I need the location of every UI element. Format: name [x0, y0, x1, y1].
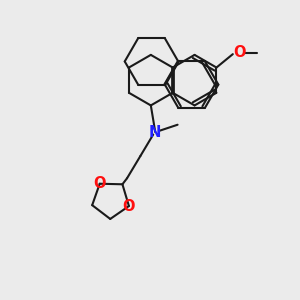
Text: N: N — [149, 125, 161, 140]
Text: O: O — [94, 176, 106, 191]
Text: O: O — [233, 45, 246, 60]
Text: O: O — [123, 199, 135, 214]
